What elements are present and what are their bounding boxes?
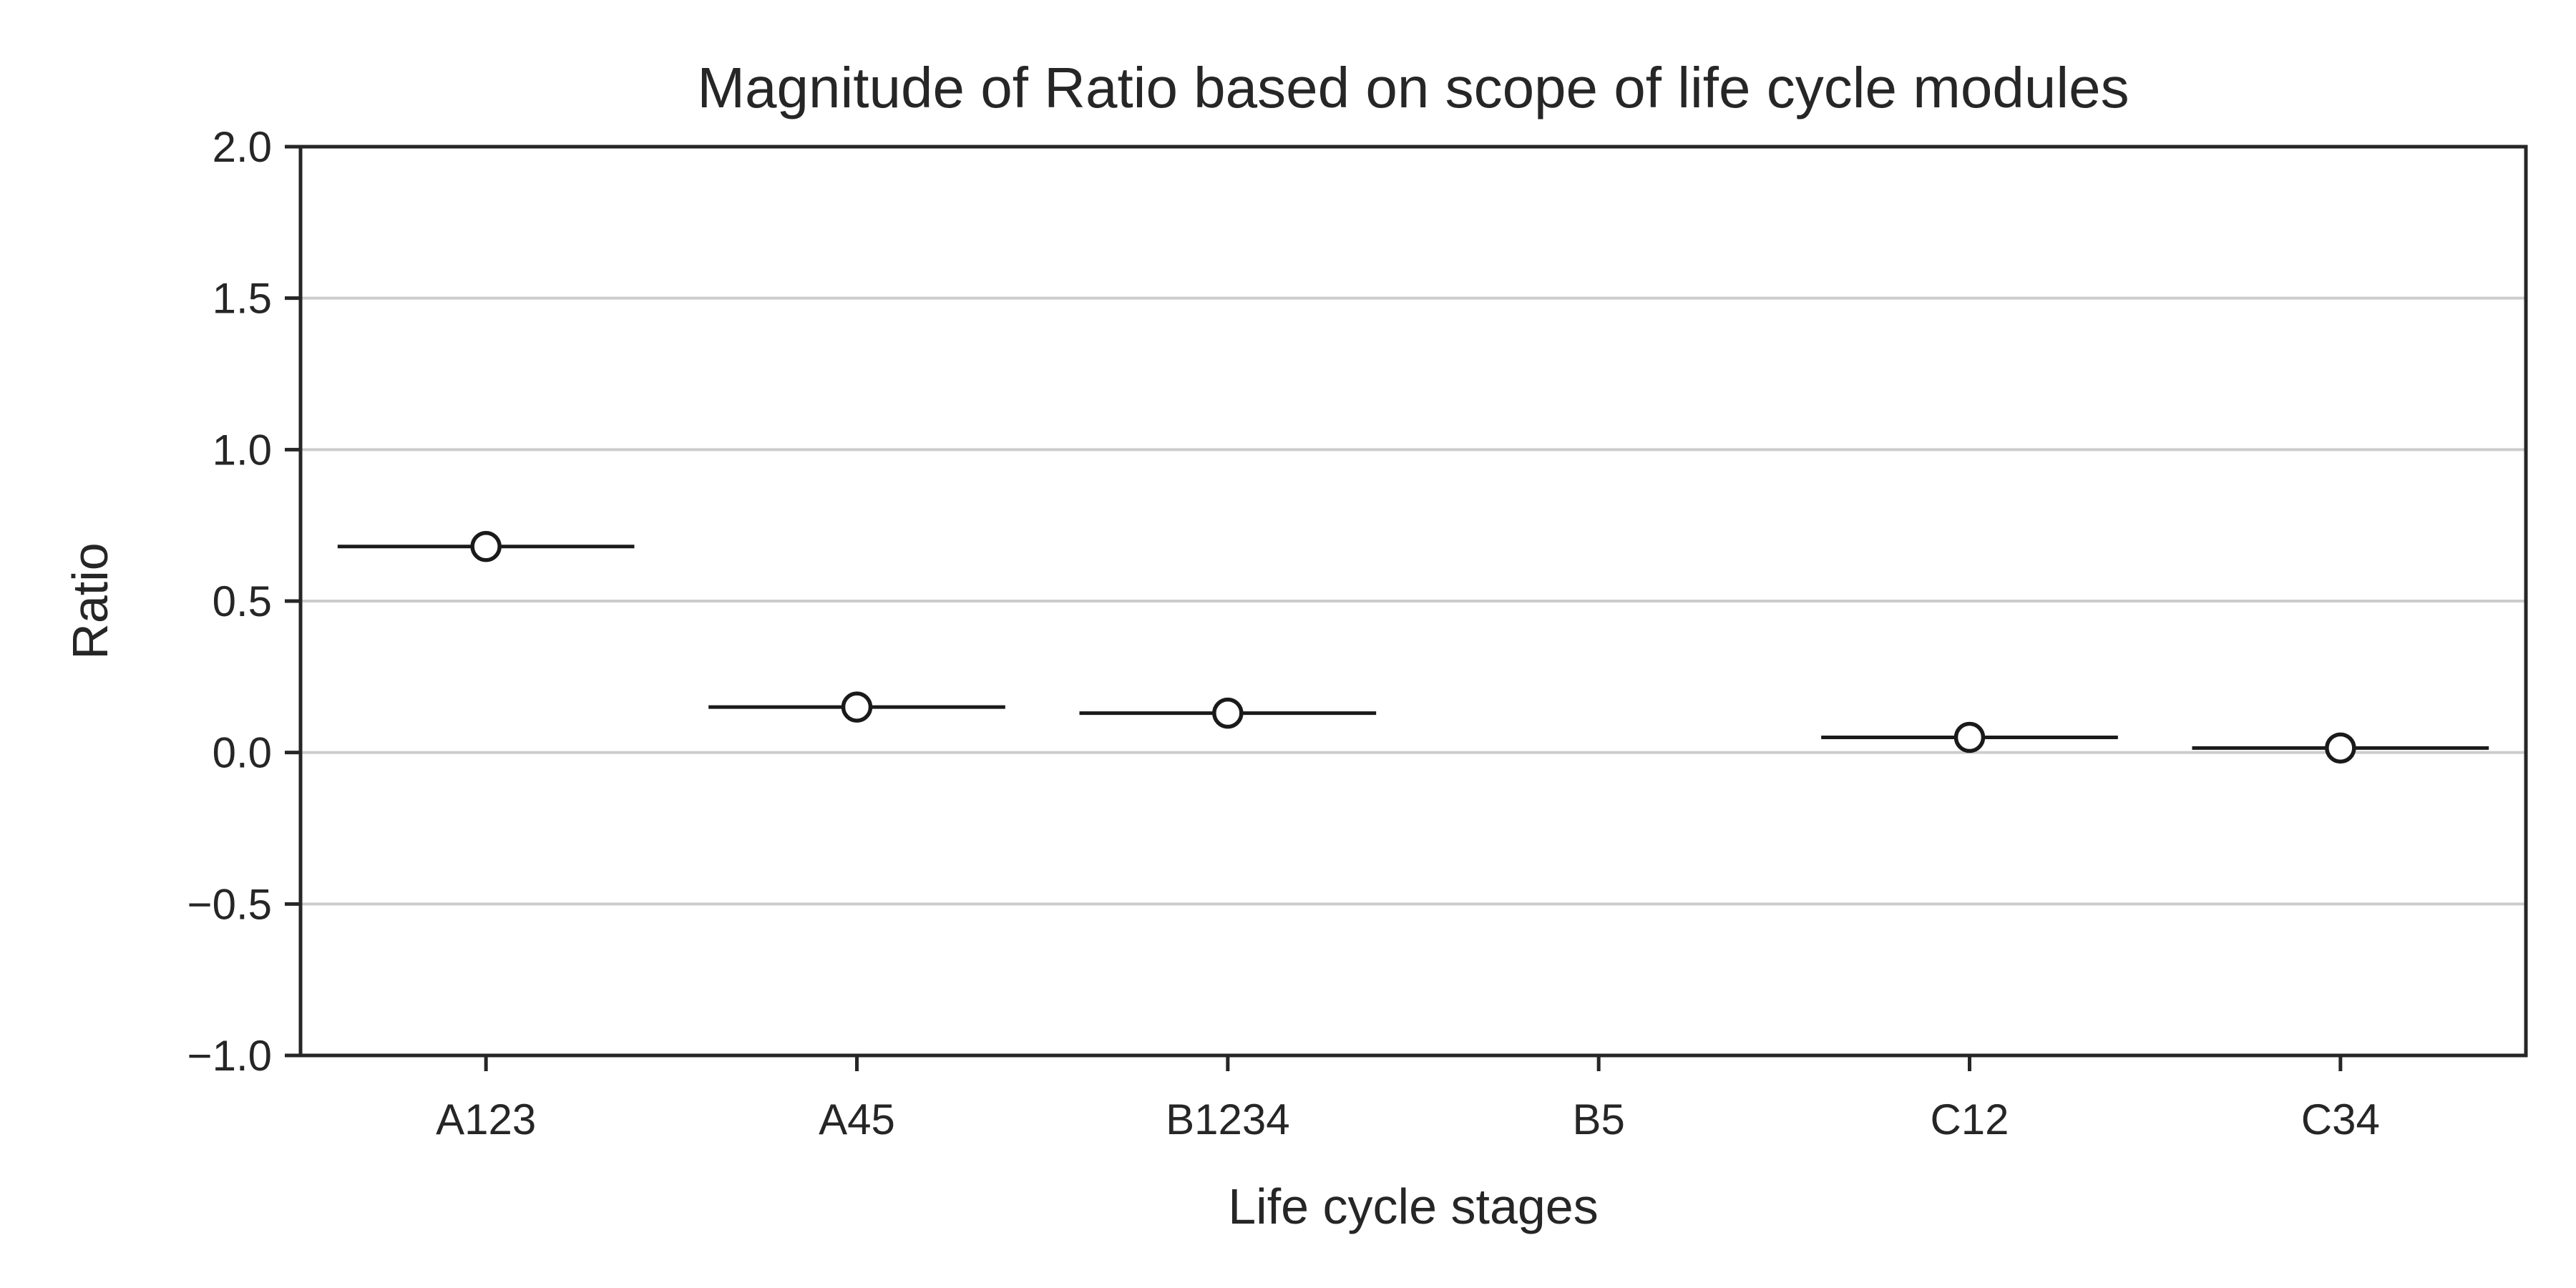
data-point [2325, 732, 2356, 764]
y-tick-label: 2.0 [213, 123, 272, 171]
data-marks [337, 531, 2489, 764]
data-point [841, 691, 873, 723]
x-axis-ticks: A123 A45 B1234 B5 C12 C34 [436, 1055, 2380, 1143]
data-point [470, 531, 502, 562]
y-tick-label: 0.0 [213, 729, 272, 777]
y-tick-label: −1.0 [187, 1032, 272, 1080]
x-tick-label: A123 [436, 1096, 536, 1143]
x-tick-label: A45 [819, 1096, 895, 1143]
data-point [1212, 697, 1244, 729]
y-tick-label: 0.5 [213, 577, 272, 625]
x-tick-label: B5 [1572, 1096, 1624, 1143]
y-axis-ticks: −1.0 −0.5 0.0 0.5 1.0 1.5 2.0 [187, 123, 301, 1080]
y-tick-label: −0.5 [187, 880, 272, 928]
y-tick-label: 1.5 [213, 275, 272, 323]
x-axis-label: Life cycle stages [1228, 1179, 1598, 1234]
chart-title: Magnitude of Ratio based on scope of lif… [697, 56, 2129, 119]
y-tick-label: 1.0 [213, 426, 272, 474]
data-point [1953, 721, 1986, 753]
y-axis-label: Ratio [62, 542, 118, 659]
x-tick-label: B1234 [1166, 1096, 1290, 1143]
x-tick-label: C12 [1930, 1096, 2009, 1143]
x-tick-label: C34 [2301, 1096, 2380, 1143]
gridlines [301, 296, 2526, 906]
